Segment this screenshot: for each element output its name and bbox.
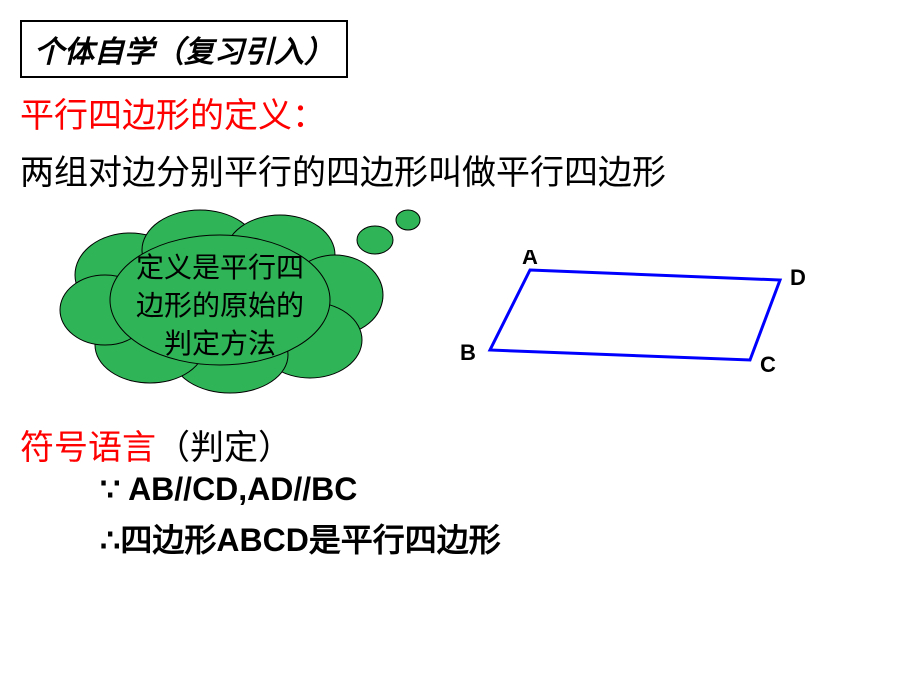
- parallelogram-diagram: A B C D: [430, 250, 830, 390]
- cloud-text: 定义是平行四 边形的原始的 判定方法: [90, 250, 350, 363]
- definition-text: 两组对边分别平行的四边形叫做平行四边形: [20, 145, 666, 194]
- notation-black: （判定）: [156, 430, 292, 467]
- section-title: 个体自学（复习引入）: [34, 36, 334, 69]
- svg-text:A: A: [522, 250, 538, 269]
- proof-premise: ∵ AB//CD,AD//BC: [100, 470, 357, 508]
- notation-red: 符号语言: [20, 430, 156, 467]
- thought-cloud: 定义是平行四 边形的原始的 判定方法: [60, 230, 370, 380]
- definition-label: 平行四边形的定义：: [20, 88, 326, 137]
- because-symbol: ∵: [100, 471, 120, 507]
- svg-text:B: B: [460, 340, 476, 365]
- section-title-box: 个体自学（复习引入）: [20, 20, 348, 78]
- notation-heading: 符号语言（判定）: [20, 420, 292, 469]
- svg-text:C: C: [760, 352, 776, 377]
- cloud-line3: 判定方法: [164, 329, 276, 360]
- proof-conclusion: ∴四边形ABCD是平行四边形: [100, 515, 501, 561]
- conclusion-text: 四边形ABCD是平行四边形: [120, 522, 500, 558]
- cloud-line1: 定义是平行四: [136, 253, 304, 284]
- cloud-line2: 边形的原始的: [136, 291, 304, 322]
- therefore-symbol: ∴: [100, 522, 120, 558]
- premise-text: AB//CD,AD//BC: [120, 471, 357, 507]
- svg-text:D: D: [790, 265, 806, 290]
